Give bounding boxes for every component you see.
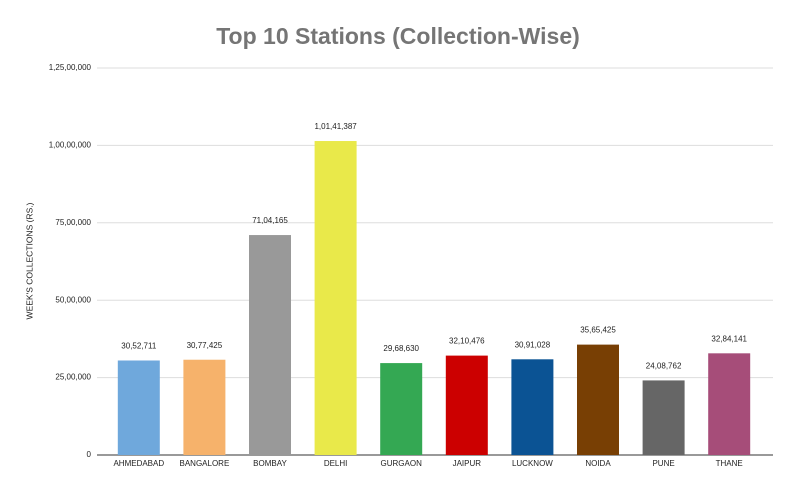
value-label: 32,10,476 [449,337,485,346]
bar [577,344,619,455]
value-label: 24,08,762 [646,362,682,371]
value-label: 30,91,028 [515,340,551,349]
value-label: 30,77,425 [187,341,223,350]
x-tick-label: DELHI [324,459,348,468]
bar [249,235,291,455]
x-tick-label: AHMEDABAD [113,459,164,468]
y-tick-label: 50,00,000 [55,295,91,304]
y-tick-label: 0 [87,450,92,459]
bar [445,355,488,455]
y-tick-label: 25,00,000 [55,373,91,382]
x-tick-label: THANE [716,459,743,468]
x-tick-label: BANGALORE [180,459,230,468]
y-tick-label: 1,25,00,000 [49,63,92,72]
value-label: 30,52,711 [121,342,157,351]
x-tick-label: NOIDA [585,459,611,468]
bar [708,353,751,455]
y-tick-label: 1,00,00,000 [49,141,92,150]
x-tick-label: JAIPUR [453,459,482,468]
bar [511,359,554,455]
bar [183,359,226,455]
x-tick-label: LUCKNOW [512,459,553,468]
value-label: 35,65,425 [580,326,616,335]
bar [642,380,685,455]
value-label: 1,01,41,387 [314,122,357,131]
x-tick-label: BOMBAY [253,459,287,468]
bar [314,141,357,456]
y-tick-label: 75,00,000 [55,218,91,227]
bar [380,363,423,455]
value-label: 32,84,141 [711,334,747,343]
chart-title: Top 10 Stations (Collection-Wise) [216,23,580,49]
x-tick-label: GURGAON [381,459,423,468]
x-tick-label: PUNE [652,459,674,468]
bar [117,360,160,455]
y-axis-label: WEEK'S COLLECTIONS (RS.) [24,202,34,319]
value-label: 29,68,630 [383,344,419,353]
value-label: 71,04,165 [252,216,288,225]
